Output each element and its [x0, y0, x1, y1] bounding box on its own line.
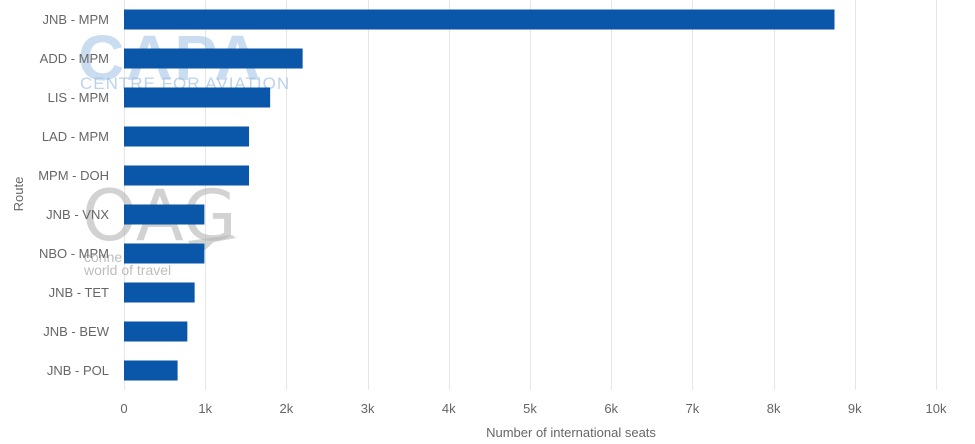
x-tick-label: 8k	[767, 401, 781, 416]
x-tick-label: 7k	[686, 401, 700, 416]
x-tick-label: 9k	[848, 401, 862, 416]
bar[interactable]	[124, 321, 188, 342]
y-category-label: JNB - BEW	[43, 324, 109, 339]
x-tick-label: 3k	[361, 401, 375, 416]
y-category-label: JNB - TET	[49, 285, 109, 300]
bar[interactable]	[124, 48, 303, 69]
y-category-label: NBO - MPM	[39, 246, 109, 261]
y-category-label: LIS - MPM	[48, 90, 109, 105]
bar[interactable]	[124, 165, 250, 186]
bar[interactable]	[124, 282, 195, 303]
y-category-label: LAD - MPM	[42, 129, 109, 144]
airplane-icon	[188, 235, 236, 250]
bar[interactable]	[124, 126, 250, 147]
bars	[124, 9, 835, 381]
oag-tagline-2: world of travel	[83, 262, 171, 278]
bar[interactable]	[124, 87, 271, 108]
x-axis-labels: 0 1k 2k 3k 4k 5k 6k 7k 8k 9k 10k	[120, 401, 947, 416]
y-axis-labels: JNB - MPM ADD - MPM LIS - MPM LAD - MPM MPM …	[38, 12, 110, 378]
bar[interactable]	[124, 243, 205, 264]
y-category-label: JNB - POL	[47, 363, 109, 378]
y-category-label: JNB - VNX	[46, 207, 109, 222]
bar[interactable]	[124, 360, 178, 381]
bar[interactable]	[124, 204, 205, 225]
y-category-label: MPM - DOH	[38, 168, 109, 183]
x-tick-label: 6k	[604, 401, 618, 416]
oag-tagline-1: conne	[84, 249, 122, 265]
oag-watermark: OAG conne world of travel	[82, 175, 237, 278]
x-tick-label: 2k	[280, 401, 294, 416]
bar[interactable]	[124, 9, 835, 30]
x-axis-title: Number of international seats	[486, 425, 656, 440]
x-tick-label: 10k	[926, 401, 947, 416]
x-tick-label: 4k	[442, 401, 456, 416]
x-tick-label: 5k	[523, 401, 537, 416]
y-category-label: ADD - MPM	[40, 51, 109, 66]
x-tick-label: 1k	[198, 401, 212, 416]
y-axis-title: Route	[11, 177, 26, 212]
x-tick-label: 0	[120, 401, 127, 416]
y-category-label: JNB - MPM	[43, 12, 109, 27]
